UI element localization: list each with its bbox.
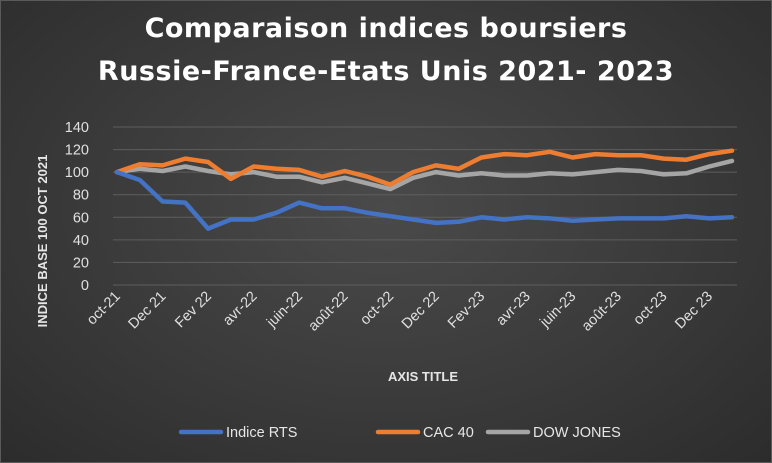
x-tick-label: avr-23 bbox=[493, 289, 533, 329]
x-tick-label: Dec 22 bbox=[399, 289, 443, 333]
y-tick-label: 20 bbox=[73, 255, 89, 271]
legend: Indice RTS CAC 40 DOW JONES bbox=[178, 425, 621, 441]
y-axis-title: INDICE BASE 100 OCT 2021 bbox=[35, 155, 50, 328]
x-tick-label: oct-23 bbox=[631, 289, 671, 329]
x-axis-tick-labels: oct-21 Dec 21 Fev 22 avr-22 juin-22 août-22 oc… bbox=[84, 289, 716, 335]
series-lines bbox=[114, 148, 735, 231]
x-tick-label: Dec 23 bbox=[672, 289, 716, 333]
x-tick-label: août-23 bbox=[579, 289, 625, 335]
x-tick-label: Dec 21 bbox=[126, 289, 170, 333]
chart-title-line-2: Russie-France-Etats Unis 2021- 2023 bbox=[98, 56, 674, 87]
x-tick-label: Fev 22 bbox=[172, 289, 215, 332]
chart-title-line-1: Comparaison indices boursiers bbox=[145, 13, 628, 44]
y-tick-label: 140 bbox=[65, 120, 89, 136]
y-tick-label: 40 bbox=[73, 233, 89, 249]
legend-label: DOW JONES bbox=[533, 425, 621, 441]
x-tick-label: juin-23 bbox=[537, 289, 580, 332]
series-line-cac-40 bbox=[114, 148, 735, 187]
y-tick-label: 80 bbox=[73, 188, 89, 204]
x-tick-label: oct-21 bbox=[84, 289, 124, 329]
legend-label: Indice RTS bbox=[226, 425, 297, 441]
x-axis-title: AXIS TITLE bbox=[388, 369, 458, 384]
x-tick-label: oct-22 bbox=[357, 289, 397, 329]
x-tick-label: juin-22 bbox=[263, 289, 306, 332]
legend-label: CAC 40 bbox=[423, 425, 474, 441]
x-tick-label: avr-22 bbox=[220, 289, 260, 329]
y-tick-label: 60 bbox=[73, 210, 89, 226]
series-line-indice-rts bbox=[114, 169, 735, 231]
x-tick-label: Fev-23 bbox=[445, 289, 488, 332]
y-tick-label: 100 bbox=[65, 165, 89, 181]
gridlines bbox=[113, 126, 737, 286]
y-tick-label: 0 bbox=[81, 278, 89, 294]
y-tick-label: 120 bbox=[65, 143, 89, 159]
x-tick-label: août-22 bbox=[306, 289, 352, 335]
y-axis-tick-labels: 0 20 40 60 80 100 120 140 bbox=[65, 120, 89, 294]
